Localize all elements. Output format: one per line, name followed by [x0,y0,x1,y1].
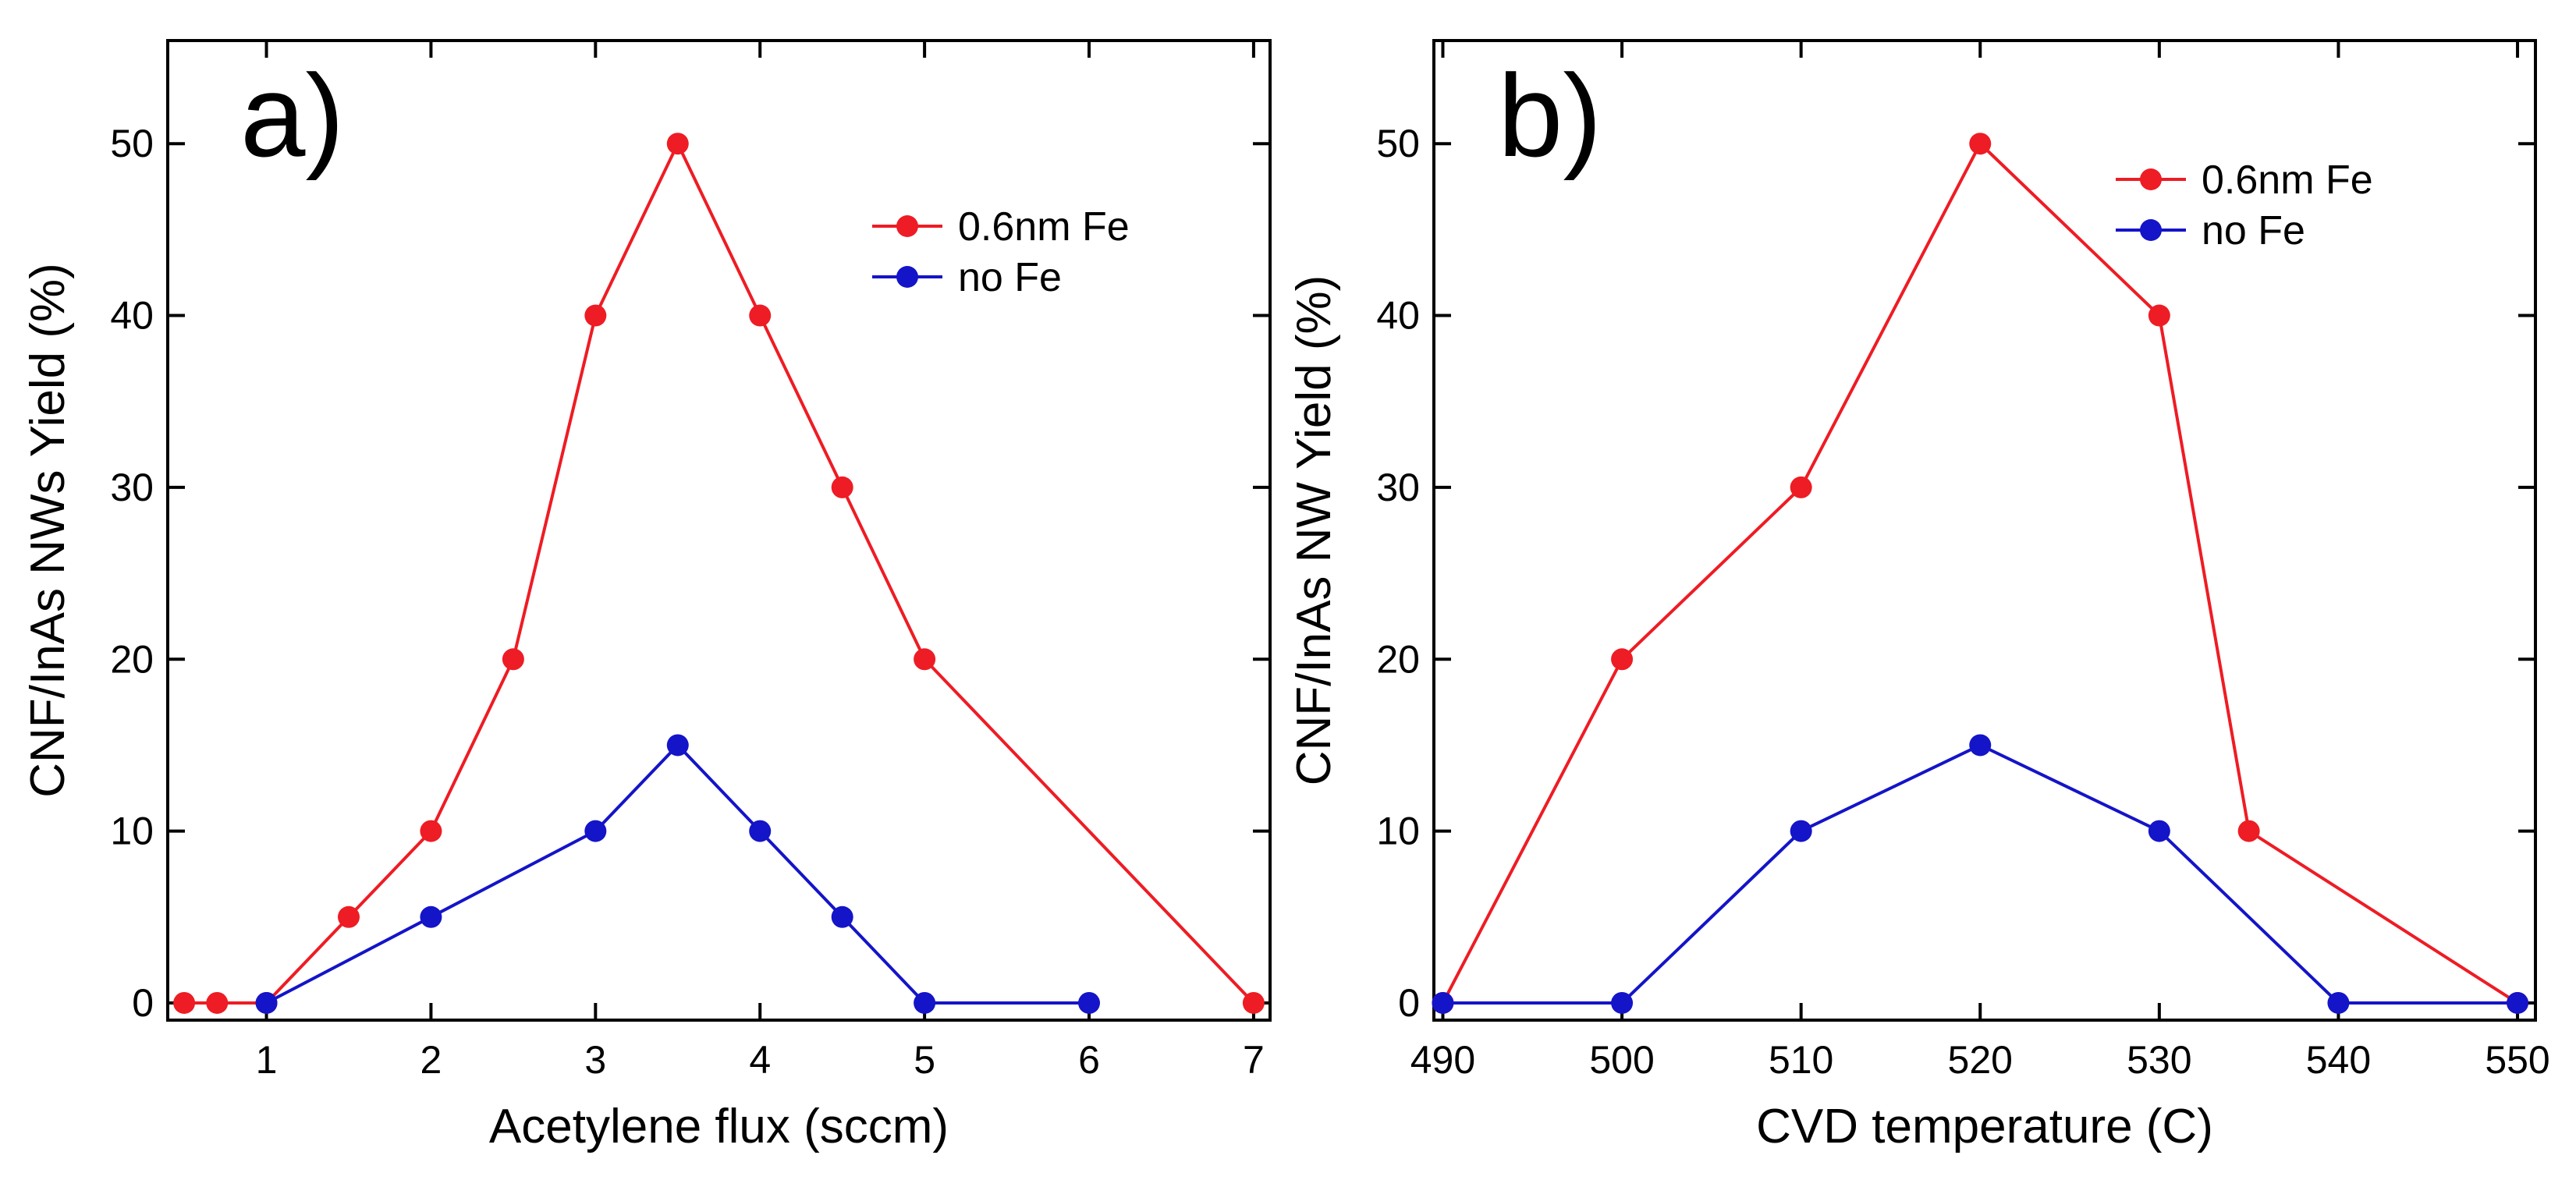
data-point-fe [206,991,229,1014]
data-point-no-fe [1611,991,1634,1014]
data-point-fe [2237,820,2260,842]
data-point-no-fe [1969,734,1992,757]
data-point-fe [2148,304,2170,327]
data-point-no-fe [1432,991,1454,1014]
data-point-fe [337,905,360,928]
y-tick-label: 0 [1398,981,1420,1025]
x-tick-label: 2 [420,1038,442,1082]
data-point-fe [1969,133,1992,155]
data-point-no-fe [1790,820,1812,842]
panel-a: 0 10 20 30 40 50 1 2 3 4 5 6 7 Acetylene flux (sccm) C… [21,39,1272,1153]
data-point-no-fe [2327,991,2350,1014]
series-line-no-fe [1442,743,2517,1005]
x-tick-label: 1 [256,1038,278,1082]
x-tick-label: 500 [1589,1038,1654,1082]
x-tick-label: 7 [1243,1038,1265,1082]
data-point-fe [831,476,853,498]
x-tick-label: 6 [1078,1038,1100,1082]
y-tick-label: 20 [110,637,154,681]
data-point-fe [584,304,607,327]
data-point-fe [1790,476,1812,498]
data-point-no-fe [914,991,936,1014]
panel-b: 0 10 20 30 40 50 490 500 510 520 530 540 550 CVD temp… [1287,39,2550,1153]
x-tick-label: 3 [584,1038,606,1082]
data-point-fe [914,648,936,671]
data-point-fe [1242,991,1265,1014]
data-point-fe [420,820,442,842]
x-tick-label: 520 [1948,1038,2013,1082]
data-point-fe [666,133,689,155]
data-point-no-fe [2148,820,2170,842]
data-point-fe [173,991,196,1014]
data-point-no-fe [666,734,689,757]
plot-frame-a [166,39,1272,1022]
data-point-no-fe [255,991,278,1014]
data-point-fe [1611,648,1634,671]
x-tick-label: 540 [2306,1038,2371,1082]
y-tick-label: 40 [110,294,154,338]
x-tick-label: 550 [2485,1038,2549,1082]
legend-label: no Fe [2202,208,2305,253]
y-tick-label: 30 [1376,466,1420,509]
data-point-no-fe [831,905,853,928]
x-axis-label: CVD temperature (C) [1756,1100,2213,1153]
legend-label: no Fe [958,255,1062,300]
legend-marker [896,215,918,237]
legend-marker [896,266,918,288]
data-point-fe [749,304,772,327]
panel-label: b) [1498,50,1602,181]
panel-label: a) [240,50,344,181]
y-axis-label: CNF/InAs NWs Yield (%) [21,263,75,798]
y-tick-label: 50 [110,122,154,165]
x-tick-label: 490 [1410,1038,1475,1082]
x-tick-label: 4 [749,1038,771,1082]
plot-frame-b [1432,39,2537,1022]
data-point-fe [502,648,524,671]
y-tick-label: 10 [110,810,154,853]
y-tick-label: 0 [132,981,154,1025]
x-tick-label: 5 [914,1038,935,1082]
x-tick-label: 510 [1769,1038,1833,1082]
y-tick-label: 10 [1376,810,1420,853]
y-tick-label: 20 [1376,637,1420,681]
data-point-no-fe [1078,991,1101,1014]
y-tick-label: 40 [1376,294,1420,338]
y-axis-label: CNF/InAs NW Yield (%) [1287,275,1341,786]
legend-marker [2140,168,2162,190]
series-line-fe [184,142,1255,1005]
series-line-fe [1441,142,2519,1005]
legend-label: 0.6nm Fe [2202,158,2373,203]
y-tick-label: 50 [1376,122,1420,165]
data-point-no-fe [584,820,607,842]
data-point-no-fe [420,905,442,928]
legend-marker [2140,219,2162,241]
x-tick-label: 530 [2127,1038,2191,1082]
y-tick-label: 30 [110,466,154,509]
x-axis-label: Acetylene flux (sccm) [489,1100,949,1153]
legend-label: 0.6nm Fe [958,204,1130,250]
series-line-no-fe [265,743,1089,1005]
data-point-no-fe [749,820,772,842]
data-point-no-fe [2507,991,2529,1014]
